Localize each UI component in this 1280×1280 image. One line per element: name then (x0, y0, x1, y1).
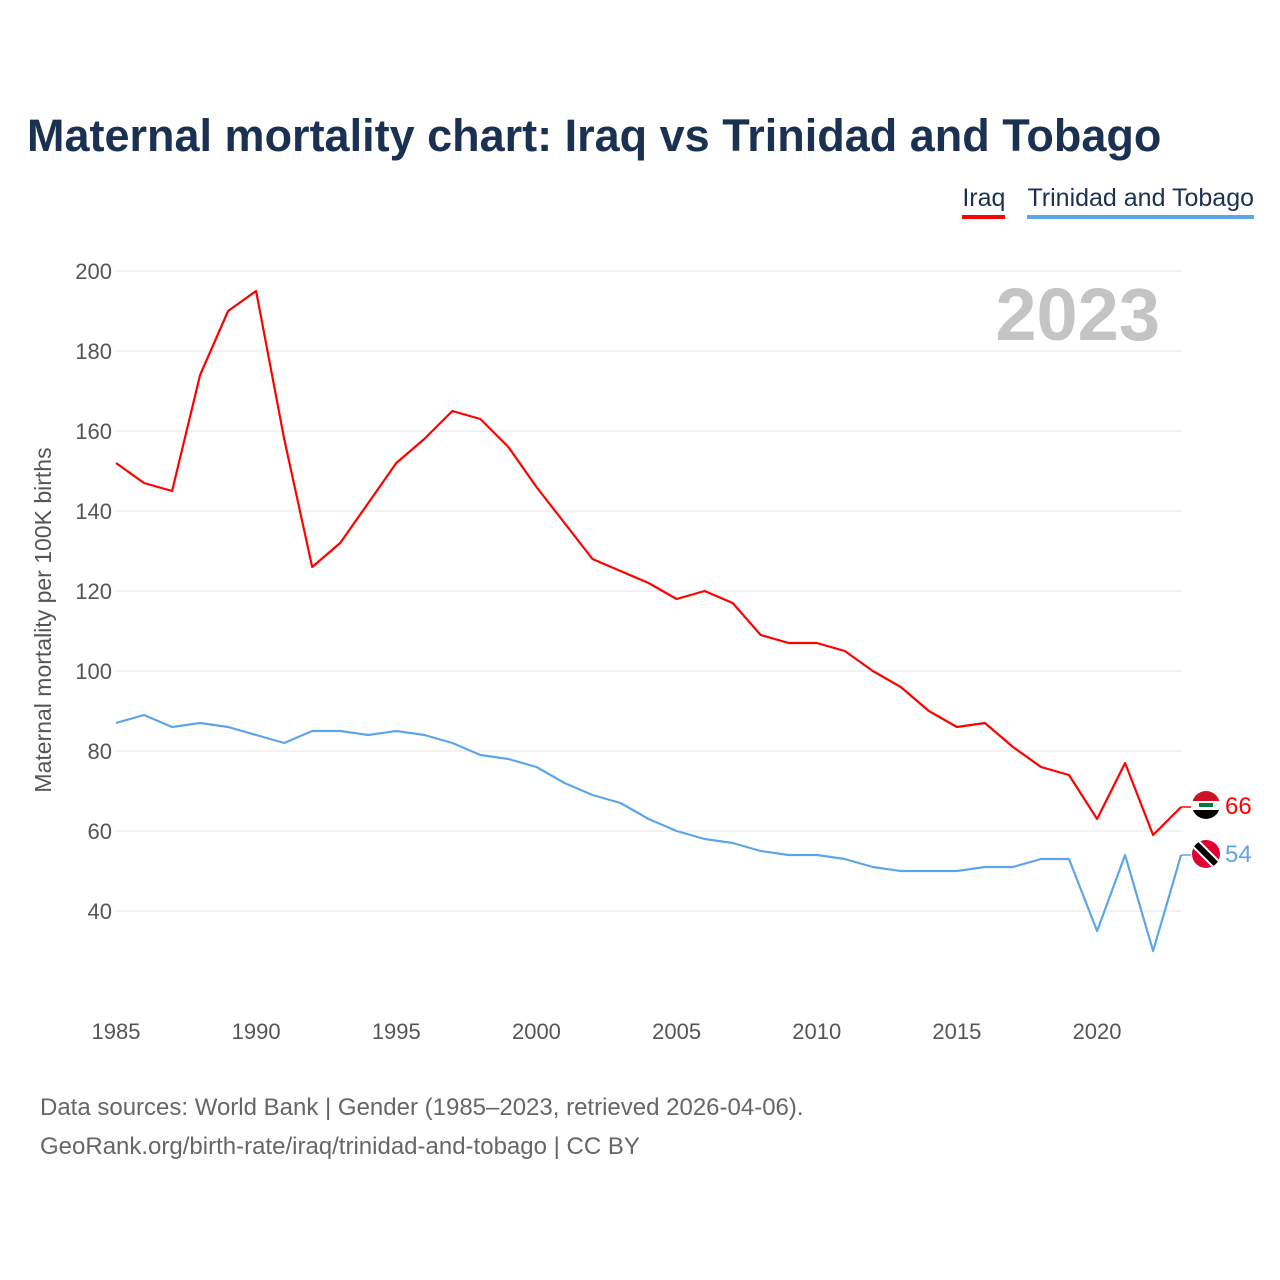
year-watermark: 2023 (995, 273, 1160, 356)
y-tick-label: 160 (75, 419, 112, 444)
x-tick-label: 2005 (652, 1019, 701, 1044)
y-tick-label: 80 (88, 739, 112, 764)
source-line-1: Data sources: World Bank | Gender (1985–… (40, 1094, 804, 1121)
y-tick-label: 40 (88, 899, 112, 924)
chart-title: Maternal mortality chart: Iraq vs Trinid… (27, 110, 1162, 161)
source-note: Data sources: World Bank | Gender (1985–… (40, 1088, 804, 1166)
x-tick-label: 1985 (92, 1019, 141, 1044)
x-tick-label: 2020 (1073, 1019, 1122, 1044)
legend: Iraq Trinidad and Tobago (962, 184, 1254, 219)
x-tick-label: 2000 (512, 1019, 561, 1044)
x-tick-label: 1990 (232, 1019, 281, 1044)
y-axis-label: Maternal mortality per 100K births (30, 447, 56, 792)
legend-trinidad-and-tobago[interactable]: Trinidad and Tobago (1027, 184, 1254, 219)
trinidad-and-tobago-flag-icon (1192, 840, 1220, 868)
x-tick-label: 2010 (792, 1019, 841, 1044)
x-tick-label: 2015 (932, 1019, 981, 1044)
y-tick-label: 200 (75, 259, 112, 284)
y-tick-label: 60 (88, 819, 112, 844)
iraq-flag-icon (1192, 791, 1220, 819)
legend-iraq[interactable]: Iraq (962, 184, 1006, 219)
trinidad-and-tobago-end-value: 54 (1225, 841, 1252, 868)
y-tick-label: 120 (75, 579, 112, 604)
iraq-end-value: 66 (1225, 793, 1252, 820)
source-line-2[interactable]: GeoRank.org/birth-rate/iraq/trinidad-and… (40, 1133, 640, 1160)
x-tick-label: 1995 (372, 1019, 421, 1044)
y-tick-label: 100 (75, 659, 112, 684)
series-line-trinidad-and-tobago[interactable] (115, 713, 1183, 953)
series-line-iraq[interactable] (115, 289, 1182, 837)
y-tick-label: 140 (75, 499, 112, 524)
y-tick-label: 180 (75, 339, 112, 364)
